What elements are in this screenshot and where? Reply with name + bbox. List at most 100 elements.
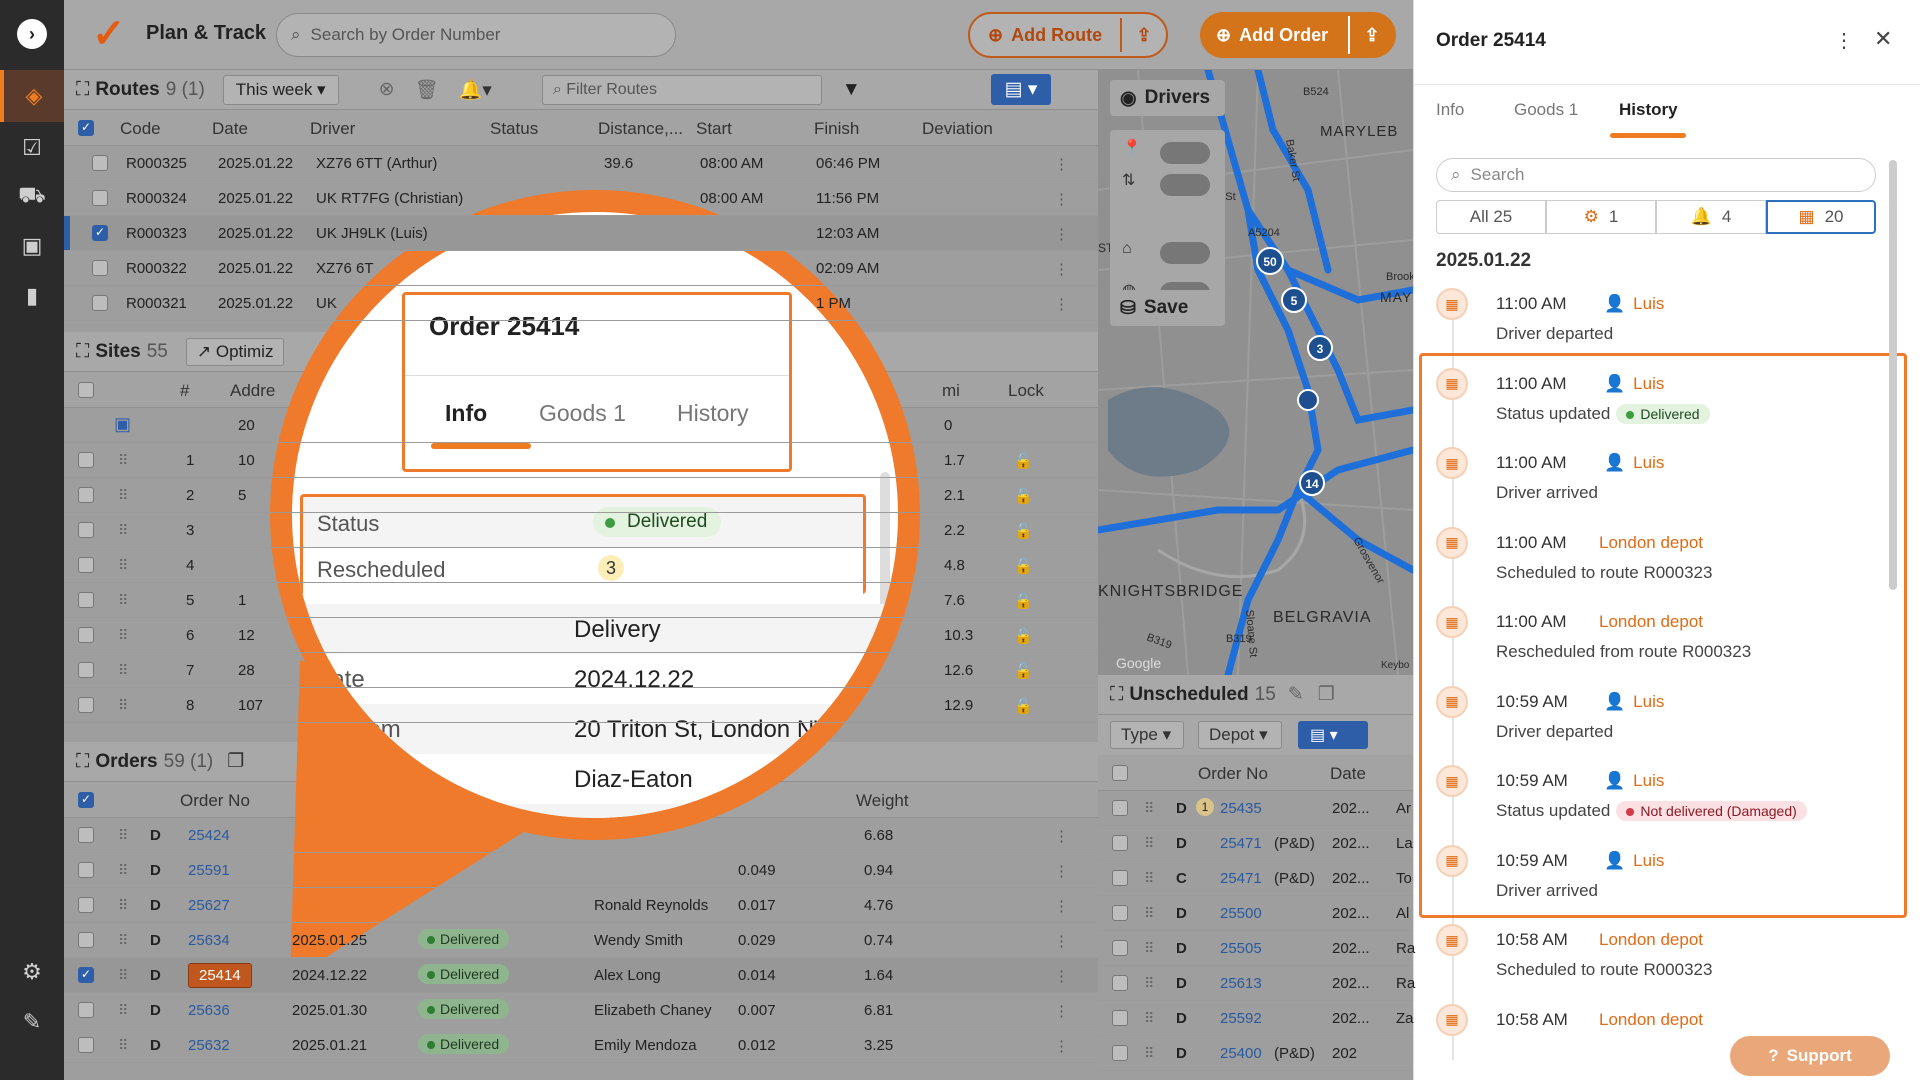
history-search-input[interactable]: ⌕ Search (1436, 158, 1876, 192)
dispatch-nav[interactable]: ⛟ (0, 170, 64, 222)
expand-icon[interactable]: ⛶ (76, 340, 90, 362)
drivers-toggle[interactable]: ◉ Drivers (1110, 80, 1225, 116)
row-menu-icon[interactable]: ⋮ (1054, 226, 1069, 243)
route-row[interactable]: R000322 2025.01.22 XZ76 6T 02:09 AM ⋮ (64, 251, 1098, 286)
col-mi[interactable]: mi (942, 381, 960, 400)
unscheduled-row[interactable]: ⠿ D 25592 202... Za (1098, 1001, 1414, 1036)
site-row[interactable]: ⠿ 3 2.2 🔓 (64, 513, 1098, 548)
marker-3[interactable]: 3 (1317, 342, 1324, 356)
mag-tab-goods[interactable]: Goods 1 (539, 400, 626, 426)
col-distance[interactable]: Distance,... (598, 119, 684, 138)
unscheduled-order-link[interactable]: 25435 (1220, 800, 1262, 817)
row-menu-icon[interactable]: ⋮ (1054, 296, 1069, 313)
order-checkbox[interactable] (78, 897, 94, 913)
row-menu-icon[interactable]: ⋮ (1054, 1038, 1069, 1055)
type-select[interactable]: Type ▾ (1110, 721, 1184, 749)
order-row[interactable]: ⠿ D 25632 2025.01.21 Delivered Emily Mendoza 0… (64, 1028, 1098, 1063)
lock-icon[interactable]: 🔓 (1014, 453, 1033, 470)
site-checkbox[interactable] (78, 592, 94, 608)
order-checkbox[interactable] (78, 827, 94, 843)
tab-info[interactable]: Info (1436, 100, 1465, 119)
row-menu-icon[interactable]: ⋮ (1054, 1003, 1069, 1020)
save-map-button[interactable]: ⛁ Save (1110, 290, 1225, 326)
col-code[interactable]: Code (120, 119, 161, 138)
routes-select-all-checkbox[interactable] (78, 120, 94, 136)
site-row[interactable]: ⠿ 8 107 12.9 🔓 (64, 688, 1098, 723)
route-row[interactable]: R000325 2025.01.22 XZ76 6TT (Arthur) 39.6 08… (64, 146, 1098, 181)
map-keyboard-link[interactable]: Keybo (1381, 660, 1410, 671)
clear-icon[interactable]: ⊗ (378, 79, 395, 100)
order-row[interactable]: ⠿ D 25591 0.049 0.94 ⋮ (64, 853, 1098, 888)
route-code[interactable]: R000324 (126, 190, 187, 207)
filter-alerts[interactable]: 🔔 4 (1656, 200, 1766, 234)
unscheduled-order-link[interactable]: 25505 (1220, 940, 1262, 957)
depot-select[interactable]: Depot ▾ (1198, 721, 1282, 749)
expand-icon[interactable]: ⛶ (76, 750, 90, 772)
row-menu-icon[interactable]: ⋮ (1054, 933, 1069, 950)
unscheduled-export-button[interactable]: ▤ ▾ (1298, 721, 1368, 749)
col-uns-date[interactable]: Date (1330, 764, 1366, 783)
route-checkbox[interactable] (92, 155, 108, 171)
route-code[interactable]: R000325 (126, 155, 187, 172)
lock-icon[interactable]: 🔓 (1014, 488, 1033, 505)
site-row[interactable]: ⠿ 7 28 12.6 🔓 (64, 653, 1098, 688)
settings-nav[interactable]: ⚙ (0, 946, 64, 998)
optimize-button[interactable]: ↗ Optimiz (185, 337, 285, 366)
plan-track-nav[interactable]: ◈ (0, 70, 64, 122)
filter-all[interactable]: All 25 (1436, 200, 1546, 234)
order-row[interactable]: ⠿ D 25627 Ronald Reynolds 0.017 4.76 ⋮ (64, 888, 1098, 923)
order-number-link[interactable]: 25634 (188, 932, 230, 949)
unscheduled-order-link[interactable]: 25613 (1220, 975, 1262, 992)
filter-routes-input[interactable]: ⌕ Filter Routes (541, 74, 822, 105)
drag-handle-icon[interactable]: ⠿ (1144, 835, 1155, 851)
order-row[interactable]: ⠿ D 25636 2025.01.30 Delivered Elizabeth Chan… (64, 993, 1098, 1028)
bell-icon[interactable]: 🔔▾ (458, 79, 492, 101)
unscheduled-row[interactable]: ⠿ D 25400 (P&D) 202 (1098, 1036, 1413, 1071)
sites-select-all-checkbox[interactable] (78, 382, 94, 398)
drag-handle-icon[interactable]: ⠿ (118, 1002, 129, 1018)
site-checkbox[interactable] (78, 697, 94, 713)
route-checkbox[interactable] (92, 190, 108, 206)
lock-icon[interactable]: 🔓 (1014, 628, 1033, 645)
drag-handle-icon[interactable]: ⠿ (118, 557, 129, 573)
order-number-link[interactable]: 25424 (188, 827, 230, 844)
lock-icon[interactable]: 🔓 (1014, 698, 1033, 715)
period-select[interactable]: This week ▾ (222, 74, 339, 105)
route-row[interactable]: R000321 2025.01.22 UK 1 PM ⋮ (64, 286, 1098, 321)
drag-handle-icon[interactable]: ⠿ (118, 862, 129, 878)
upload-icon[interactable]: ⇪ (1120, 18, 1166, 52)
map[interactable]: 50 5 3 14 MARYLEB KNIGHTSBRIDGE BELGRAVI… (1098, 70, 1413, 675)
lock-icon[interactable]: 🔓 (1014, 593, 1033, 610)
unscheduled-row[interactable]: ⠿ D 25500 202... Al (1098, 896, 1413, 931)
reports-nav[interactable]: ▮ (0, 270, 64, 322)
row-menu-icon[interactable]: ⋮ (1054, 863, 1069, 880)
upload-icon[interactable]: ⇪ (1348, 16, 1394, 54)
more-icon[interactable]: ⋮ (1834, 30, 1854, 52)
unscheduled-checkbox[interactable] (1112, 975, 1128, 991)
drag-handle-icon[interactable]: ⠿ (118, 827, 129, 843)
unscheduled-row[interactable]: ⠿ C 25471 (P&D) 202... To (1098, 861, 1413, 896)
unscheduled-checkbox[interactable] (1112, 905, 1128, 921)
unscheduled-checkbox[interactable] (1112, 835, 1128, 851)
trash-icon[interactable]: 🗑 (414, 79, 439, 101)
unscheduled-checkbox[interactable] (1112, 1045, 1128, 1061)
order-number-link[interactable]: 25591 (188, 862, 230, 879)
expand-icon[interactable]: ⛶ (1110, 683, 1124, 705)
lock-icon[interactable]: 🔓 (1014, 558, 1033, 575)
drag-handle-icon[interactable]: ⠿ (118, 897, 129, 913)
drag-handle-icon[interactable]: ⠿ (1144, 870, 1155, 886)
unscheduled-order-link[interactable]: 25471 (1220, 835, 1262, 852)
site-checkbox[interactable] (78, 522, 94, 538)
site-row[interactable]: ⠿ 4 4.8 🔓 (64, 548, 1098, 583)
close-icon[interactable]: ✕ (1874, 26, 1893, 51)
order-checkbox[interactable] (78, 862, 94, 878)
unscheduled-row[interactable]: ⠿ D 25471 (P&D) 202... La (1098, 826, 1413, 861)
unscheduled-order-link[interactable]: 25592 (1220, 1010, 1262, 1027)
panel-scrollbar[interactable] (1889, 160, 1897, 590)
funnel-icon[interactable]: ▼ (841, 78, 861, 100)
mag-tab-info[interactable]: Info (445, 400, 488, 426)
row-menu-icon[interactable]: ⋮ (1054, 156, 1069, 173)
order-number-link[interactable]: 25636 (188, 1002, 230, 1019)
col-start[interactable]: Start (696, 119, 732, 138)
drag-handle-icon[interactable]: ⠿ (1144, 905, 1155, 921)
